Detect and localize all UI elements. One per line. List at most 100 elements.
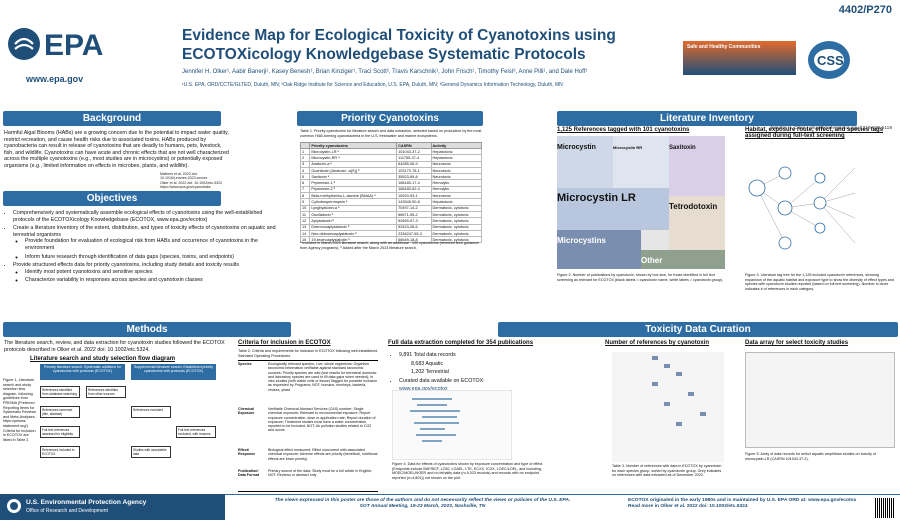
priority-casrn: 66649-18-8: [396, 236, 432, 244]
criteria-caption: Table 2. Criteria and requirements for i…: [238, 349, 378, 358]
objective-1: Comprehensively and systematically assem…: [13, 210, 284, 223]
data-array-figure: [745, 352, 895, 448]
poster-title: Evidence Map for Ecological Toxicity of …: [182, 26, 632, 64]
criteria-value: Biological effect measured; Effect concu…: [268, 448, 378, 461]
meeting-line: SOT Annual Meeting, 19-23 March, 2023, N…: [359, 504, 486, 510]
treemap-cell: Saxitoxin: [669, 136, 725, 196]
stat-curated: Curated data available on ECOTOX:: [399, 378, 542, 385]
treemap-label: Tetrodotoxin: [669, 202, 718, 211]
treemap-label: Microcystin: [557, 144, 596, 151]
treemap-label: Microcystin RR: [613, 145, 643, 150]
flow-diagram: Primary literature search: Systematic ad…: [38, 364, 218, 476]
section-curation: Toxicity Data Curation: [498, 322, 898, 337]
curation-fig5-caption: Table 3. Number of references with data …: [612, 464, 722, 478]
disclaimer-line: The views expressed in this poster are t…: [274, 498, 571, 503]
criteria-head: Criteria for inclusion in ECOTOX: [238, 340, 331, 346]
treemap-cell: Microcystin: [557, 136, 613, 188]
footer-agency: U.S. Environmental Protection Agency Off…: [0, 494, 225, 520]
criteria-value: Ecologically relevant species; Live, who…: [268, 362, 378, 392]
objective-2-text: Create a literature inventory of the ext…: [13, 225, 276, 238]
priority-activity: Dermatoxic, cytotoxic: [430, 236, 483, 244]
office-name: Office of Research and Development: [26, 508, 108, 514]
flow-left-head: Primary literature search: Systematic ad…: [40, 364, 125, 380]
priority-row: 7 Prymnesin-2 ᵇ 168180-52-4 Hemolytic: [299, 185, 483, 194]
inventory-fig3-caption: Figure 3. Literature tag tree for the 1,…: [745, 273, 894, 291]
objective-2: Create a literature inventory of the ext…: [13, 225, 284, 260]
authors: Jennifer H. Olker¹, Aabir Banerji¹, Kase…: [182, 69, 588, 75]
epa-logo-text: EPA: [44, 29, 103, 62]
flow-box-l4: References included in ECOTOX: [40, 446, 80, 458]
qr-code-icon[interactable]: [875, 498, 895, 518]
curation-fig4-caption: Figure 4. Data for effects of cyanotoxin…: [392, 462, 544, 480]
flow-box-r4: Studies with acceptable data: [131, 446, 171, 458]
priority-table-body: 1 Microcystin-LR ᵃ 101043-37-2 Hepatotoxic 2…: [299, 147, 483, 244]
references-heatmap: [612, 352, 724, 462]
objective-3-sub-1: Identify most potent cyanotoxins and sen…: [25, 269, 284, 276]
treemap-cell: Tetrodotoxin: [669, 196, 725, 250]
priority-row: 15 19-bromoaplysiatoxin ᵇ 66649-18-8 Dermat…: [299, 236, 483, 244]
treemap-label: Other: [641, 256, 663, 265]
criteria-table: Species Ecologically relevant species; Li…: [238, 360, 378, 492]
effects-scatter-plot: [392, 390, 512, 460]
objective-2-sub-2: Inform future research through identific…: [25, 254, 284, 261]
css-logo: CSS: [808, 41, 850, 79]
flow-box-l1: References identified from database sear…: [40, 386, 80, 398]
methods-subhead: Literature search and study selection fl…: [30, 356, 176, 362]
stat-aquatic: 8,683 Aquatic: [411, 360, 444, 367]
criteria-key: Chemical Exposure: [238, 407, 255, 416]
treemap-cell: Microcystin RR: [613, 136, 669, 188]
disclaimer-text: The views expressed in this poster are t…: [229, 498, 616, 510]
tag-tree-diagram: [748, 166, 856, 250]
priority-num: 15: [299, 236, 311, 244]
section-objectives: Objectives: [3, 191, 221, 206]
shc-label: Safe and Healthy Communities: [687, 44, 761, 50]
section-methods: Methods: [3, 322, 291, 337]
priority-footnote: ᵃ Included in March 2023 literature sear…: [300, 241, 479, 250]
epa-url[interactable]: www.epa.gov: [26, 74, 84, 84]
contact-info: Jennifer H. Olker | olker.jennifer@epa.g…: [769, 126, 892, 131]
epa-seal-icon: [7, 499, 21, 513]
section-inventory: Literature Inventory: [557, 111, 857, 126]
ecotox-line-1: ECOTOX originated in the early 1980s and…: [628, 498, 857, 503]
priority-table: Priority cyanotoxins CASRN Activity 1 Mic…: [299, 142, 483, 244]
objective-2-sub-1: Provide foundation for evaluation of eco…: [25, 238, 284, 251]
poster-id: 4402/P270: [838, 4, 892, 16]
treemap-label: Saxitoxin: [669, 145, 696, 151]
curation-fig6-caption: Figure 5. Array of data records for sele…: [745, 452, 876, 461]
curation-stats: 9,891 Total data records 8,683 Aquatic 1…: [392, 352, 542, 395]
footer-disclaimer: The views expressed in this poster are t…: [225, 494, 620, 520]
svg-text:CSS: CSS: [817, 53, 844, 68]
agency-name: U.S. Environmental Protection Agency: [26, 499, 147, 506]
objective-3-sub-2: Characterize variability in responses ac…: [25, 277, 284, 284]
epa-logo: EPA: [8, 28, 103, 62]
treemap-label: Microcystins: [557, 236, 606, 245]
safe-healthy-communities-banner: Safe and Healthy Communities: [683, 41, 796, 75]
ecotox-link[interactable]: www.epa.gov/ecotox: [399, 386, 448, 393]
flow-box-l2: References screened (title, abstract): [40, 406, 80, 418]
criteria-value: Verifiable Chemical Abstract Services (C…: [268, 407, 376, 433]
inventory-head-2: Habitat, exposure route, effect, and spe…: [745, 127, 884, 139]
curation-head-1: Full data extraction completed for 354 p…: [388, 340, 534, 346]
treemap-chart: Microcystin Microcystin LR Microcystin R…: [557, 136, 725, 269]
methods-text: The literature search, review, and data …: [4, 340, 225, 353]
treemap-cell: Other: [641, 250, 725, 269]
flow-box-l3: Full-text references assessed for eligib…: [40, 426, 80, 438]
treemap-cell: Microcystins: [557, 230, 641, 269]
flow-right-head: Supplemental literature search: Establis…: [131, 364, 216, 380]
section-priority: Priority Cyanotoxins: [297, 111, 483, 126]
flow-box-r2: References excluded: [131, 406, 171, 418]
criteria-value: Primary source of the data; Study must b…: [268, 469, 372, 478]
curation-head-2: Number of references by cyanotoxin: [605, 340, 710, 346]
criteria-key: Publication/ Data Format: [238, 469, 259, 478]
priority-row: 1 Microcystin-LR ᵃ 101043-37-2 Hepatotoxic: [299, 147, 483, 156]
ecotox-note: ECOTOX originated in the early 1980s and…: [628, 498, 868, 510]
footer-ecotox: ECOTOX originated in the early 1980s and…: [620, 494, 900, 520]
title-line-1: Evidence Map for Ecological Toxicity of …: [182, 27, 616, 44]
inventory-fig2-caption: Figure 2. Number of publications by cyan…: [557, 273, 724, 282]
flow-caption: Figure 1. Literature search and study se…: [3, 378, 36, 442]
background-text: Harmful Algal Blooms (HABs) are a growin…: [4, 130, 229, 169]
objective-3-text: Provide structured effects data for prio…: [13, 262, 240, 269]
header: EPA www.epa.gov Evidence Map for Ecologi…: [0, 0, 900, 92]
title-line-2: ECOTOXicology Knowledgebase Systematic P…: [182, 46, 586, 63]
